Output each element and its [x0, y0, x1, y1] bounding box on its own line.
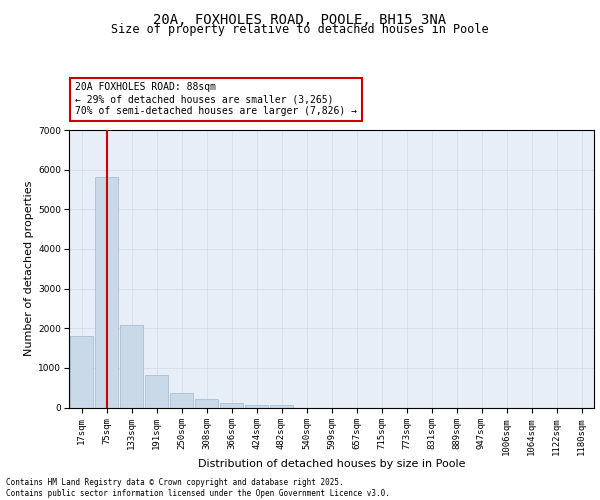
Bar	[145, 375, 168, 408]
Y-axis label: Number of detached properties: Number of detached properties	[24, 181, 34, 356]
Bar	[70, 336, 93, 407]
Bar	[95, 177, 118, 408]
Bar	[195, 399, 218, 407]
Text: 20A, FOXHOLES ROAD, POOLE, BH15 3NA: 20A, FOXHOLES ROAD, POOLE, BH15 3NA	[154, 12, 446, 26]
X-axis label: Distribution of detached houses by size in Poole: Distribution of detached houses by size …	[198, 459, 465, 469]
Bar	[220, 403, 243, 407]
Text: 20A FOXHOLES ROAD: 88sqm
← 29% of detached houses are smaller (3,265)
70% of sem: 20A FOXHOLES ROAD: 88sqm ← 29% of detach…	[75, 82, 357, 116]
Bar	[170, 393, 193, 407]
Bar	[270, 406, 293, 407]
Text: Size of property relative to detached houses in Poole: Size of property relative to detached ho…	[111, 22, 489, 36]
Text: Contains HM Land Registry data © Crown copyright and database right 2025.
Contai: Contains HM Land Registry data © Crown c…	[6, 478, 390, 498]
Bar	[120, 325, 143, 407]
Bar	[245, 404, 268, 407]
